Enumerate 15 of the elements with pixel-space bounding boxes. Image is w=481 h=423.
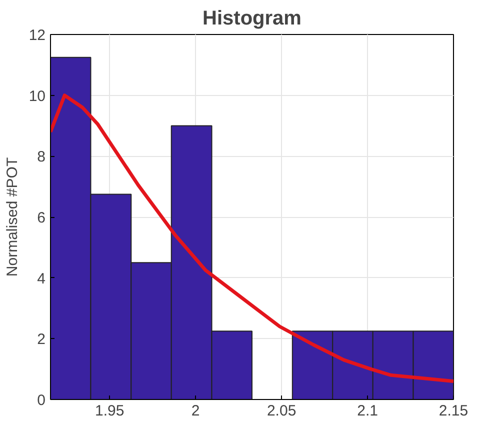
y-tick-label: 0	[37, 392, 46, 409]
y-tick-label: 4	[37, 270, 46, 288]
y-tick-label: 10	[28, 88, 46, 105]
x-tick-label: 1.95	[95, 402, 124, 420]
y-axis-title: Normalised #POT	[4, 157, 21, 277]
y-tick-label: 8	[37, 148, 46, 166]
x-tick-label: 2	[191, 402, 200, 420]
chart-title: Histogram	[202, 8, 302, 30]
line-series	[50, 94, 454, 383]
x-tick-label: 2.1	[357, 402, 378, 420]
y-tick-label: 2	[37, 331, 46, 348]
y-tick-label: 6	[37, 210, 46, 226]
y-tick-label: 12	[28, 27, 46, 44]
x-tick-label: 2.05	[266, 402, 296, 420]
x-tick-label: 2.15	[438, 402, 468, 420]
